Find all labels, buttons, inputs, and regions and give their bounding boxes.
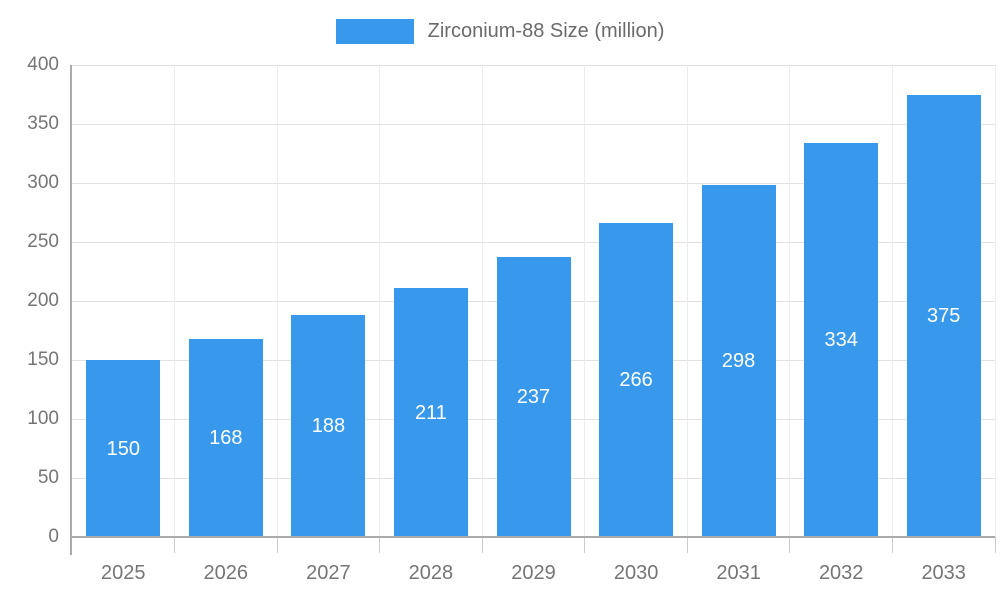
bar[interactable]: 188 [291, 315, 366, 536]
v-gridline [686, 65, 688, 537]
y-tick-label: 50 [37, 467, 59, 488]
x-tick-label: 2027 [306, 562, 351, 584]
bar-value-label: 188 [311, 415, 346, 438]
bar-value-label: 298 [721, 350, 756, 373]
bar-value-label: 150 [106, 437, 140, 460]
h-gridline [72, 123, 995, 125]
y-tick-label: 400 [27, 54, 59, 75]
bar-value-label: 266 [619, 368, 653, 391]
bar[interactable]: 375 [906, 94, 981, 536]
h-gridline [72, 241, 995, 243]
x-tick-label: 2028 [408, 562, 454, 584]
v-gridline [379, 65, 381, 537]
x-tick-label: 2031 [716, 562, 761, 584]
x-tick-mark [789, 537, 791, 553]
legend-label: Zirconium-88 Size (million) [427, 19, 665, 42]
bar[interactable]: 211 [393, 288, 468, 536]
bar[interactable]: 150 [86, 360, 161, 536]
y-tick-label: 300 [27, 172, 59, 193]
h-gridline [72, 182, 995, 184]
x-tick-mark [891, 537, 893, 553]
v-gridline [174, 65, 176, 537]
x-tick-mark [584, 537, 586, 553]
y-tick-label: 150 [27, 349, 59, 370]
v-gridline [789, 65, 791, 537]
v-gridline [584, 65, 586, 537]
bar[interactable]: 334 [804, 142, 879, 536]
x-tick-label: 2032 [818, 562, 864, 584]
bar-value-label: 334 [824, 328, 858, 351]
v-gridline [481, 65, 483, 537]
bar[interactable]: 168 [188, 338, 263, 536]
bar-value-label: 375 [927, 304, 961, 327]
bar[interactable]: 237 [496, 257, 571, 536]
v-gridline [891, 65, 893, 537]
x-tick-label: 2030 [613, 562, 659, 584]
bar[interactable]: 266 [599, 223, 674, 536]
legend[interactable]: Zirconium-88 Size (million) [0, 17, 1000, 45]
x-tick-mark [276, 537, 278, 553]
x-axis-line [70, 536, 995, 538]
v-gridline [994, 65, 996, 537]
bar-value-label: 211 [414, 401, 447, 424]
bar-value-label: 237 [516, 386, 551, 409]
y-axis-line [70, 65, 72, 555]
y-tick-label: 100 [27, 408, 59, 429]
x-tick-label: 2033 [921, 562, 966, 584]
x-tick-mark [174, 537, 176, 553]
v-gridline [276, 65, 278, 537]
x-tick-mark [686, 537, 688, 553]
legend-swatch [335, 18, 414, 44]
x-tick-mark [379, 537, 381, 553]
x-tick-label: 2026 [203, 562, 249, 584]
x-tick-mark [994, 537, 996, 553]
y-tick-label: 350 [27, 113, 59, 134]
x-tick-label: 2029 [511, 562, 556, 584]
x-tick-mark [481, 537, 483, 553]
x-tick-label: 2025 [101, 562, 146, 584]
y-tick-label: 250 [27, 231, 59, 252]
y-tick-label: 0 [48, 526, 59, 547]
h-gridline [72, 64, 995, 66]
bar[interactable]: 298 [701, 185, 776, 536]
y-tick-label: 200 [27, 290, 59, 311]
bar-value-label: 168 [209, 426, 243, 449]
